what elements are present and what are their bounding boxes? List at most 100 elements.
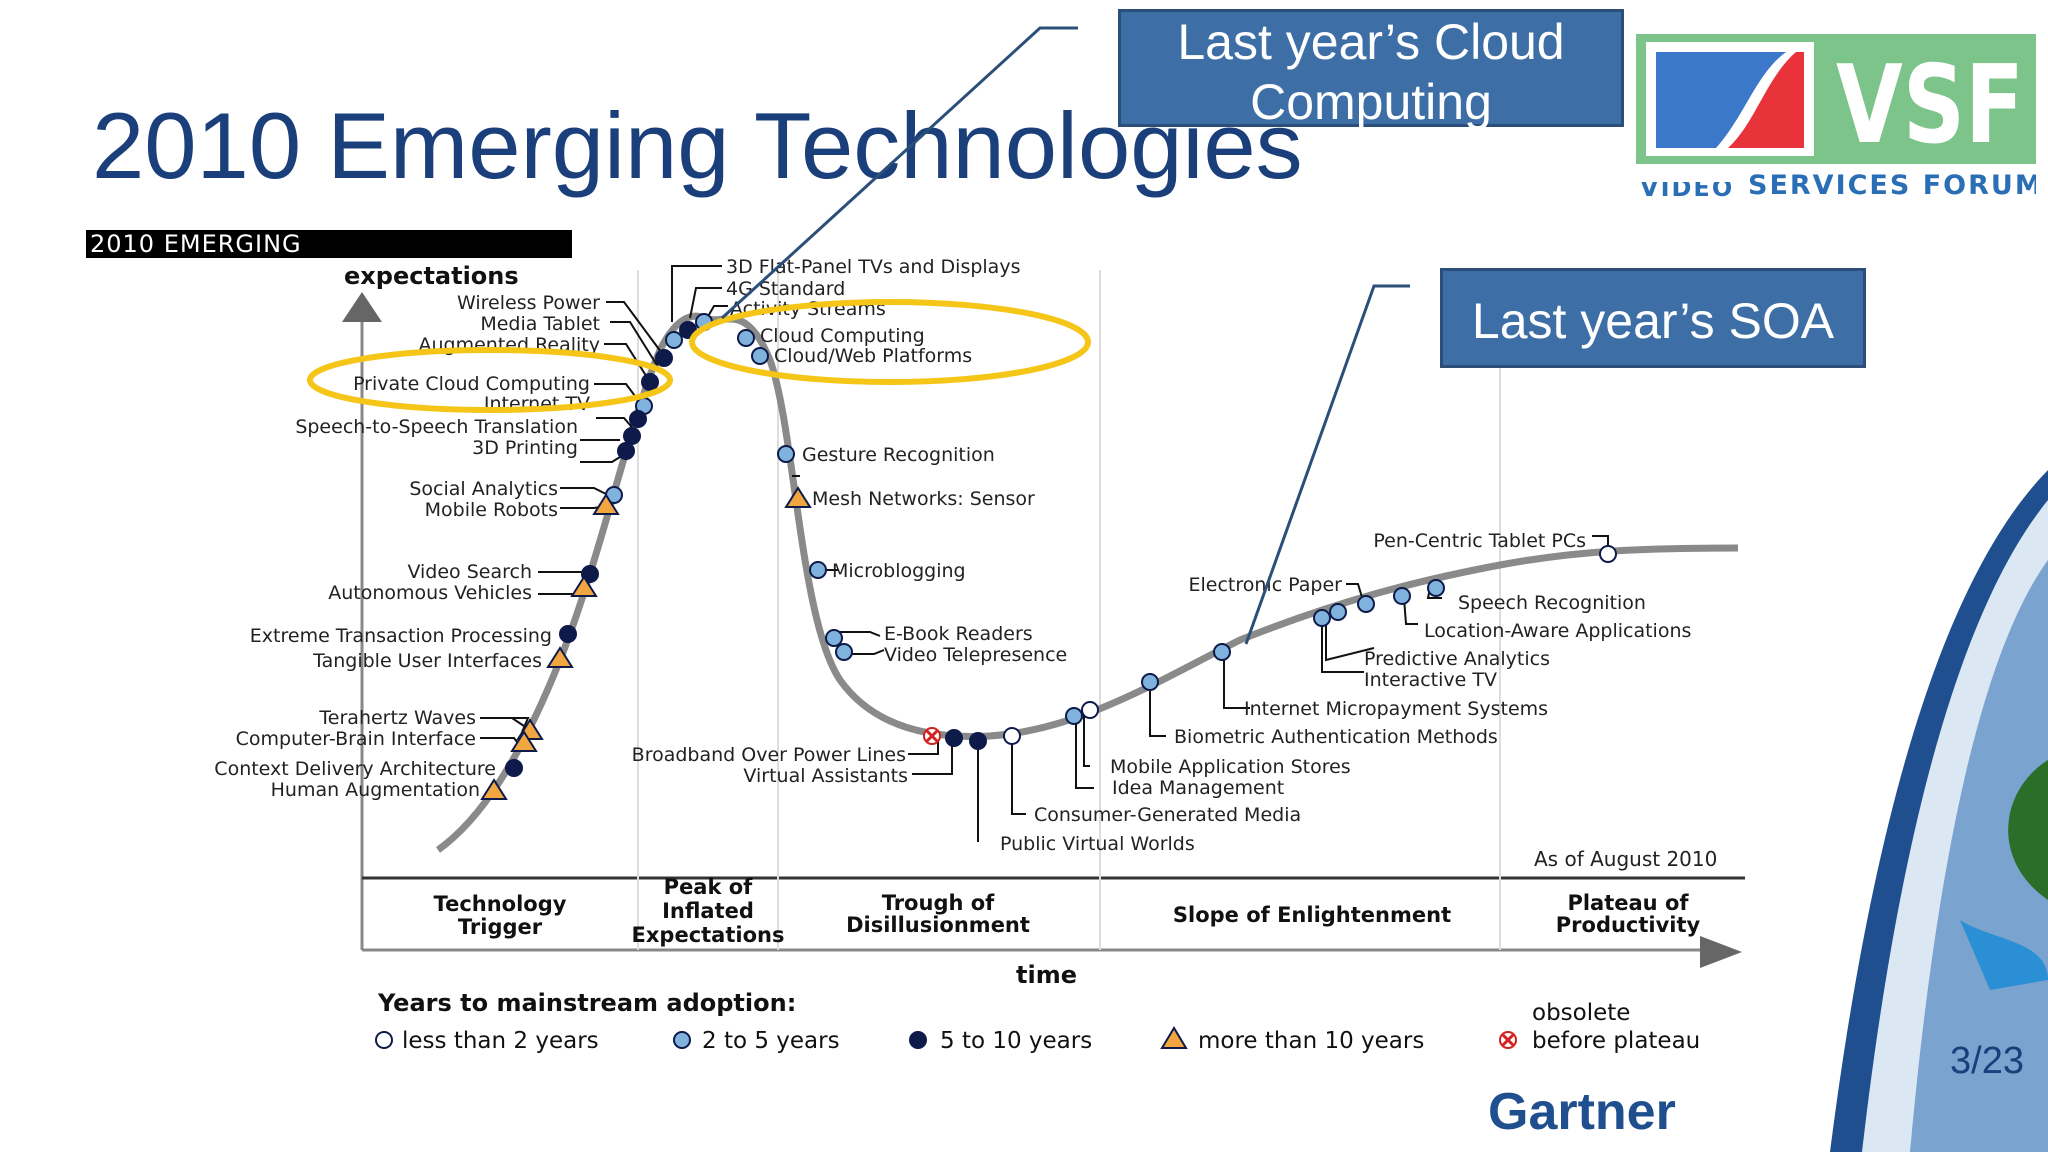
- tech-label: Mobile Robots: [425, 499, 558, 521]
- phase-slope: Slope of Enlightenment: [1173, 903, 1451, 927]
- tech-label: Extreme Transaction Processing: [250, 625, 552, 647]
- marker-5-to-10: [629, 410, 647, 428]
- logo-brand: VSF: [1836, 43, 2024, 168]
- tech-label: Video Search: [407, 561, 532, 583]
- tech-label: Public Virtual Worlds: [1000, 833, 1195, 855]
- tech-label: Virtual Assistants: [743, 765, 908, 787]
- marker-2-to-5: [737, 329, 755, 347]
- tech-label: 4G Standard: [726, 278, 845, 300]
- marker-5-to-10: [505, 759, 523, 777]
- marker-5-to-10: [617, 442, 635, 460]
- marker-2-to-5: [1357, 595, 1375, 613]
- tech-label: Cloud/Web Platforms: [774, 345, 972, 367]
- highlight-ring-private-cloud: [307, 347, 673, 413]
- callout-last-year-soa: Last year’s SOA: [1440, 268, 1866, 368]
- legend-label-less-than-2: less than 2 years: [402, 1028, 599, 1054]
- callout-cloud-pointer: [720, 26, 1078, 320]
- marker-5-to-10: [945, 729, 963, 747]
- diagram-header-text: 2010 EMERGING: [90, 230, 302, 258]
- tech-label: Broadband Over Power Lines: [632, 744, 906, 766]
- tech-label: Microblogging: [832, 560, 966, 582]
- tech-label: Cloud Computing: [760, 325, 925, 347]
- slide-title: 2010 Emerging Technologies: [92, 93, 1303, 198]
- marker-more-than-10: [546, 646, 574, 668]
- marker-less-than-2: [1081, 701, 1099, 719]
- phase-technology-trigger: Technology Trigger: [434, 892, 567, 939]
- legend: less than 2 years 2 to 5 years 5 to 10 y…: [375, 1000, 1700, 1054]
- tech-label: Internet Micropayment Systems: [1244, 698, 1548, 720]
- y-axis-arrow: [342, 292, 382, 322]
- phase-plateau: Plateau of Productivity: [1556, 891, 1701, 937]
- tech-label: Gesture Recognition: [802, 444, 995, 466]
- marker-5-to-10: [559, 625, 577, 643]
- tech-label: Biometric Authentication Methods: [1174, 726, 1498, 748]
- marker-5-to-10: [581, 565, 599, 583]
- legend-label-obsolete-1: obsolete: [1532, 1000, 1630, 1026]
- tech-label: Speech-to-Speech Translation: [295, 416, 578, 438]
- tech-label: Media Tablet: [480, 313, 600, 335]
- marker-2-to-5: [1213, 643, 1231, 661]
- marker-2-to-5: [777, 445, 795, 463]
- tech-label: Location-Aware Applications: [1424, 620, 1691, 642]
- as-of-date: As of August 2010: [1534, 847, 1717, 871]
- marker-more-than-10: [570, 575, 598, 597]
- tech-labels: 3D Flat-Panel TVs and Displays 4G Standa…: [214, 256, 1691, 855]
- marker-2-to-5: [751, 347, 769, 365]
- marker-2-to-5: [665, 331, 683, 349]
- tech-label: Autonomous Vehicles: [328, 582, 532, 604]
- slide-number: 3/23: [1950, 1040, 2024, 1082]
- phase-peak: Peak of Inflated Expectations: [632, 875, 785, 947]
- legend-marker-5-to-10: [909, 1031, 927, 1049]
- x-axis-label: time: [1016, 961, 1077, 989]
- marker-more-than-10: [510, 730, 538, 752]
- callout-last-year-cloud: Last year’s Cloud Computing: [1118, 9, 1624, 130]
- gartner-logo: Gartner: [1488, 1083, 1676, 1141]
- globe-decoration: [1830, 470, 2048, 1152]
- marker-2-to-5: [1393, 587, 1411, 605]
- marker-less-than-2: [1003, 727, 1021, 745]
- marker-5-to-10: [655, 349, 673, 367]
- callout-cloud-line1: Last year’s Cloud: [1177, 14, 1565, 70]
- tech-label: Wireless Power: [457, 292, 600, 314]
- tech-markers: [480, 313, 1617, 800]
- tech-label: Human Augmentation: [271, 779, 480, 801]
- y-axis-label: expectations: [344, 262, 519, 290]
- tech-label: Social Analytics: [409, 478, 558, 500]
- marker-more-than-10: [592, 493, 620, 515]
- tech-label: Tangible User Interfaces: [312, 650, 542, 672]
- marker-2-to-5: [1065, 707, 1083, 725]
- tech-label: Video Telepresence: [884, 644, 1067, 666]
- legend-label-5-to-10: 5 to 10 years: [940, 1028, 1092, 1054]
- vsf-logo: VSF VIDEO SERVICES FORUM: [1636, 34, 2042, 204]
- tech-label: E-Book Readers: [884, 623, 1033, 645]
- logo-partial: VIDEO: [1640, 174, 1734, 202]
- logo-subtitle: SERVICES FORUM: [1748, 170, 2036, 201]
- marker-5-to-10: [623, 427, 641, 445]
- legend-marker-more-than-10: [1160, 1026, 1188, 1049]
- marker-less-than-2: [1599, 545, 1617, 563]
- hype-curve: [435, 312, 1739, 853]
- highlight-ring-cloud-computing: [689, 299, 1091, 385]
- legend-marker-obsolete: [1499, 1031, 1517, 1049]
- callout-cloud-line2: Computing: [1250, 74, 1492, 130]
- marker-5-to-10: [641, 373, 659, 391]
- tech-label: 3D Flat-Panel TVs and Displays: [726, 256, 1020, 278]
- tech-label: Electronic Paper: [1188, 574, 1342, 596]
- legend-label-obsolete-2: before plateau: [1532, 1028, 1700, 1054]
- legend-marker-2-to-5: [673, 1031, 691, 1049]
- marker-2-to-5: [1427, 579, 1445, 597]
- legend-label-more-than-10: more than 10 years: [1198, 1028, 1424, 1054]
- tech-label: Mobile Application Stores: [1110, 756, 1351, 778]
- legend-title: Years to mainstream adoption:: [377, 989, 796, 1017]
- callout-soa-pointer: [1244, 284, 1410, 645]
- tech-label: 3D Printing: [472, 437, 578, 459]
- marker-2-to-5: [835, 643, 853, 661]
- marker-obsolete: [923, 727, 941, 745]
- marker-2-to-5: [1141, 673, 1159, 691]
- tech-label: Terahertz Waves: [318, 707, 476, 729]
- marker-2-to-5: [809, 561, 827, 579]
- phase-trough: Trough of Disillusionment: [846, 891, 1030, 937]
- tech-label: Context Delivery Architecture: [214, 758, 496, 780]
